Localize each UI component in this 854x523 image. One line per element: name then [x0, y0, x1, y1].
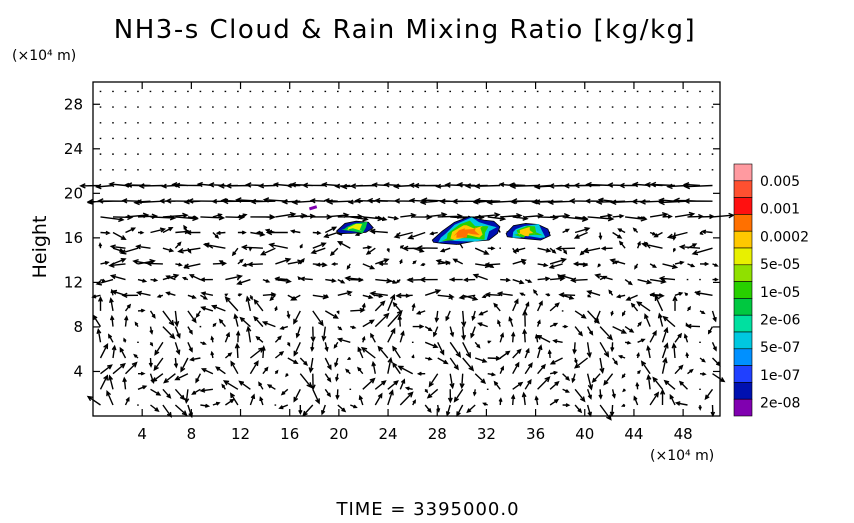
- colorbar-swatch: [733, 197, 753, 215]
- colorbar-swatch: [733, 281, 753, 299]
- cloud-patches: [308, 205, 551, 245]
- colorbar-label: 2e-08: [760, 396, 800, 412]
- y-tick-label: 20: [64, 184, 83, 202]
- colorbar-label: 5e-07: [760, 340, 800, 356]
- x-axis-ticks: 4 8 12 16 20 24 28 32 36 40 44 48: [137, 82, 693, 443]
- plot-frame: [92, 81, 721, 417]
- x-tick-label: 32: [477, 425, 496, 443]
- colorbar-label: 5e-05: [760, 257, 800, 273]
- cloud-patch-3: [308, 205, 318, 211]
- y-tick-label: 16: [64, 229, 83, 247]
- colorbar-swatch: [733, 398, 753, 417]
- colorbar-swatch: [733, 214, 753, 232]
- cloud-patch-2-level-3: [517, 227, 539, 237]
- colorbar-swatch: [733, 331, 753, 350]
- colorbar: 0.005 0.001 0.0002 5e-05 1e-05 2e-06 5e-07 1e-0…: [733, 163, 809, 417]
- y-tick-label: 24: [64, 140, 83, 158]
- y-axis-label: Height: [29, 216, 51, 279]
- wind-vector-field: [79, 90, 735, 421]
- colorbar-swatch: [733, 298, 753, 316]
- y-tick-label: 8: [73, 318, 83, 336]
- colorbar-swatch: [733, 180, 753, 198]
- colorbar-label: 1e-07: [760, 368, 800, 384]
- y-axis-unit: (×10⁴ m): [12, 48, 76, 64]
- colorbar-label: 2e-06: [760, 313, 800, 329]
- x-axis-unit: (×10⁴ m): [650, 448, 714, 464]
- cloud-patch-0-level-2: [346, 223, 363, 231]
- chart-title: NH3-s Cloud & Rain Mixing Ratio [kg/kg]: [114, 15, 696, 45]
- colorbar-swatch: [733, 247, 753, 266]
- x-tick-label: 24: [379, 425, 398, 443]
- y-tick-label: 28: [64, 95, 83, 113]
- x-tick-label: 8: [187, 425, 197, 443]
- wind-arrows: [79, 90, 735, 421]
- x-tick-label: 16: [280, 425, 299, 443]
- colorbar-swatch: [733, 163, 753, 182]
- colorbar-label: 0.0002: [760, 229, 809, 245]
- y-tick-label: 12: [64, 273, 83, 291]
- colorbar-label: 1e-05: [760, 285, 800, 301]
- y-tick-label: 4: [73, 362, 83, 380]
- colorbar-swatch: [733, 365, 753, 383]
- time-label: TIME = 3395000.0: [335, 499, 519, 519]
- colorbar-swatch: [733, 382, 753, 400]
- y-axis-ticks: 4 8 12 16 20 24 28: [64, 95, 720, 380]
- x-tick-label: 28: [428, 425, 447, 443]
- colorbar-swatch: [733, 314, 753, 333]
- x-tick-label: 48: [674, 425, 693, 443]
- colorbar-swatch: [733, 348, 753, 366]
- colorbar-label: 0.001: [760, 202, 800, 218]
- cloud-patch-1-level-4: [453, 226, 480, 238]
- colorbar-swatch: [733, 230, 753, 249]
- x-tick-label: 40: [575, 425, 594, 443]
- x-tick-label: 36: [526, 425, 545, 443]
- x-tick-label: 12: [231, 425, 250, 443]
- x-tick-label: 44: [624, 425, 643, 443]
- x-tick-label: 4: [137, 425, 147, 443]
- x-tick-label: 20: [329, 425, 348, 443]
- colorbar-label: 0.005: [760, 174, 800, 190]
- colorbar-swatch: [733, 264, 753, 282]
